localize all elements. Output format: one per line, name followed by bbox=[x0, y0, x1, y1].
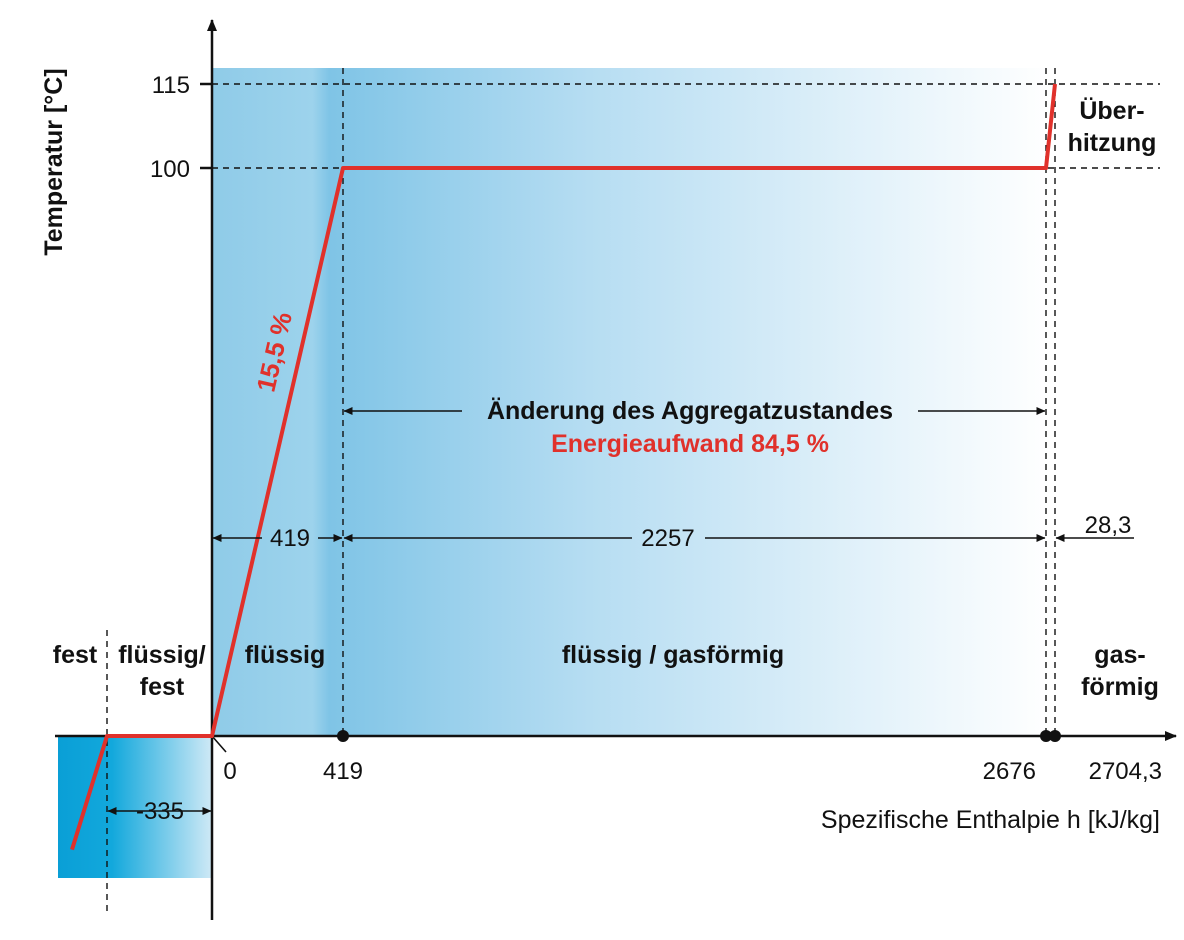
phase-fluessig-fest-2: fest bbox=[140, 673, 185, 701]
y-axis-label: Temperatur [°C] bbox=[40, 68, 68, 255]
x-tick-label-419: 419 bbox=[323, 758, 363, 785]
phase-ueber-2: hitzung bbox=[1068, 129, 1157, 157]
phase-fluessig-gas: flüssig / gasförmig bbox=[562, 641, 784, 669]
phase-fluessig-fest-1: flüssig/ bbox=[118, 641, 206, 669]
change-title-label: Änderung des Aggregatzustandes bbox=[487, 397, 893, 425]
x-axis-label: Spezifische Enthalpie h [kJ/kg] bbox=[821, 806, 1160, 834]
x-tick-label-2704: 2704,3 bbox=[1089, 758, 1162, 785]
zero-tick bbox=[211, 735, 227, 753]
x-tick-label-2676: 2676 bbox=[983, 758, 1036, 785]
phase-fest: fest bbox=[53, 641, 98, 669]
point-2704 bbox=[1049, 730, 1061, 742]
dim-2257-label: 2257 bbox=[641, 525, 694, 552]
phase-ueber-1: Über- bbox=[1079, 96, 1144, 125]
dim-melt-label: -335 bbox=[136, 798, 184, 825]
x-tick-label-0: 0 bbox=[223, 758, 236, 785]
dim-419-label: 419 bbox=[270, 525, 310, 552]
phase-gas-2: förmig bbox=[1081, 673, 1159, 701]
dim-283-label: 28,3 bbox=[1085, 512, 1132, 539]
point-419 bbox=[337, 730, 349, 742]
point-2676 bbox=[1040, 730, 1052, 742]
y-tick-label-100: 100 bbox=[150, 156, 190, 183]
y-tick-label-115: 115 bbox=[152, 72, 190, 99]
region-liquid-gas-fill bbox=[212, 68, 1050, 736]
phase-fluessig: flüssig bbox=[245, 641, 326, 669]
energy-label: Energieaufwand 84,5 % bbox=[551, 430, 829, 458]
temperature-curve bbox=[70, 83, 1057, 851]
phase-gas-1: gas- bbox=[1094, 641, 1145, 669]
